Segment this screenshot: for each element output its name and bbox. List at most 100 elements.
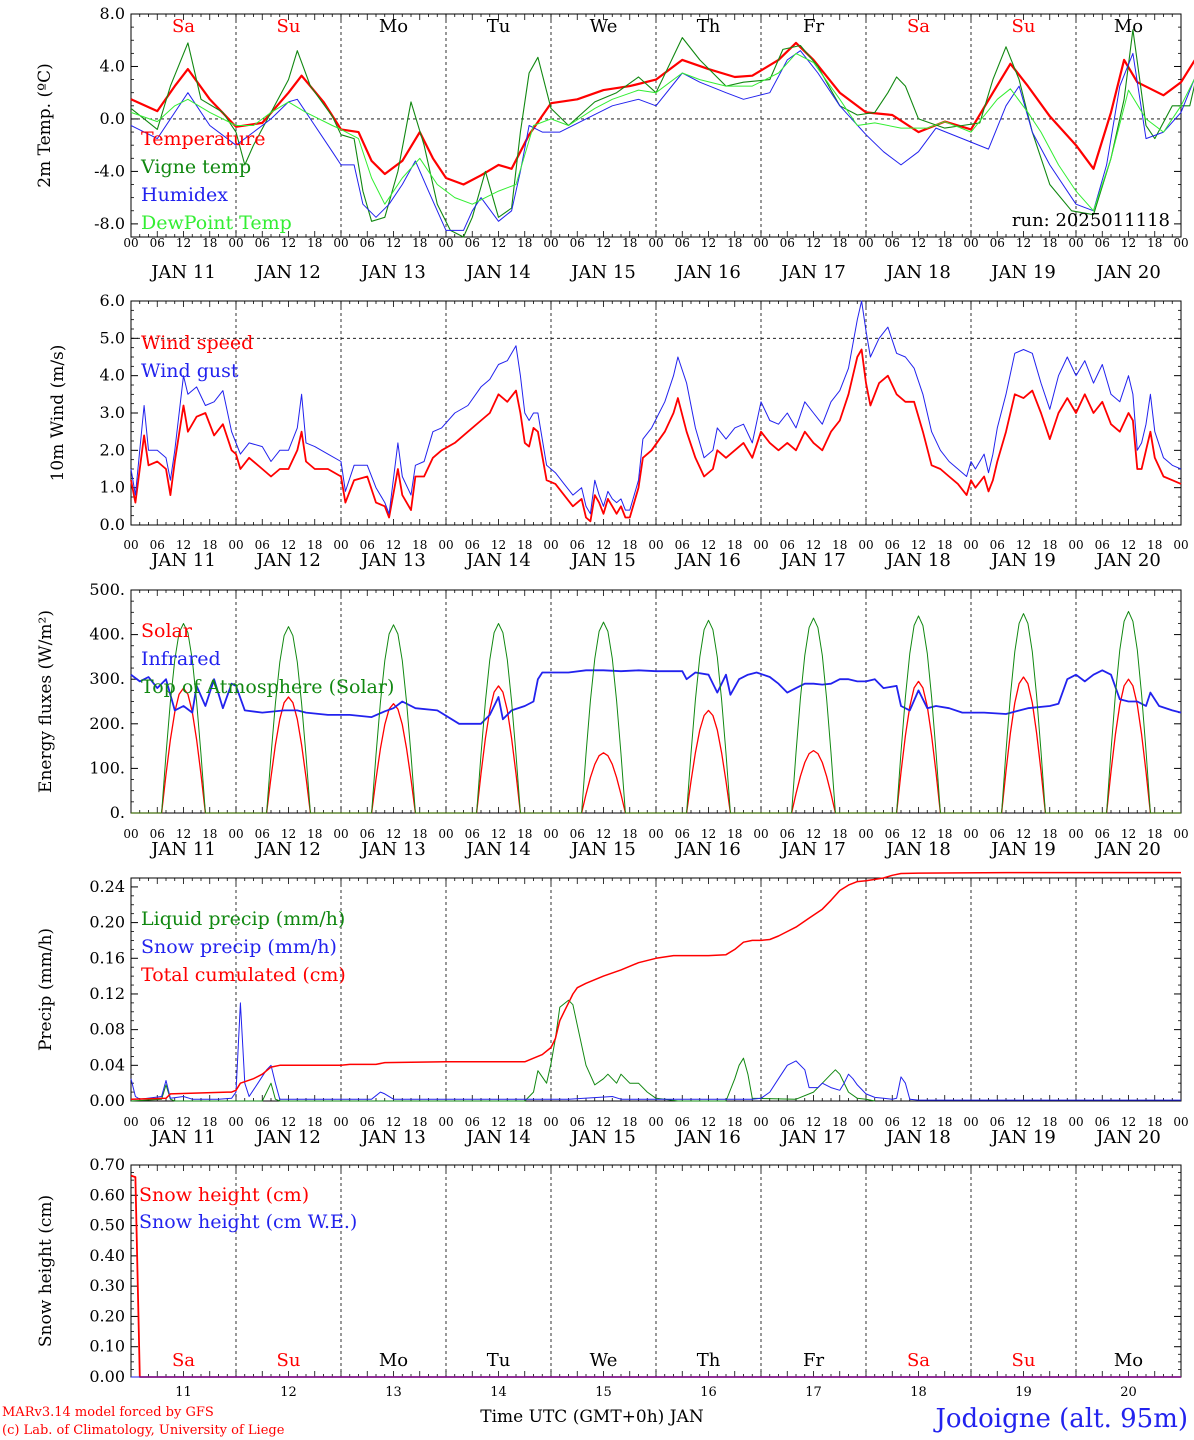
hour-tick-label: 12 — [176, 827, 191, 841]
hour-tick-label: 06 — [675, 827, 690, 841]
hour-tick-label: 18 — [517, 1115, 532, 1129]
hour-tick-label: 12 — [281, 1115, 296, 1129]
date-label: JAN 12 — [254, 839, 321, 860]
y-tick-label: 0.40 — [89, 1246, 125, 1265]
hour-tick-label: 06 — [465, 538, 480, 552]
x-axis-title: Time UTC (GMT+0h) JAN — [480, 1407, 704, 1427]
hour-tick-label: 18 — [622, 1115, 637, 1129]
hour-tick-label: 00 — [123, 1115, 138, 1129]
hour-tick-label: 18 — [937, 236, 952, 250]
hour-tick-label: 18 — [622, 236, 637, 250]
date-label: JAN 17 — [779, 839, 846, 860]
weekday-label: Th — [697, 1350, 721, 1371]
hour-tick-label: 00 — [753, 538, 768, 552]
hour-tick-label: 06 — [570, 538, 585, 552]
hour-tick-label: 12 — [911, 538, 926, 552]
date-label: JAN 19 — [989, 262, 1056, 283]
hour-tick-label: 18 — [832, 1115, 847, 1129]
plot-frame — [130, 13, 1182, 238]
hour-tick-label: 06 — [255, 236, 270, 250]
legend-entry: Humidex — [141, 184, 228, 206]
hour-tick-label: 06 — [885, 236, 900, 250]
hour-tick-label: 00 — [228, 1115, 243, 1129]
date-label: JAN 15 — [569, 262, 636, 283]
y-axis-label: Energy fluxes (W/m²) — [36, 610, 56, 793]
panel-snow: 0.00 0.10 0.20 0.30 0.40 0.50 0.60 0.70 Snow hei… — [36, 1155, 1182, 1400]
panel-temp: -8.0 -4.0 0.0 4.0 8.0 2m Temp. (ºC) 00 06 12 18 00… — [35, 4, 1194, 283]
y-tick-label: 0.50 — [89, 1216, 125, 1235]
hour-tick-label: 06 — [465, 236, 480, 250]
hour-tick-label: 18 — [937, 1115, 952, 1129]
hour-tick-label: 12 — [176, 236, 191, 250]
y-tick-label: 0.60 — [89, 1185, 125, 1204]
date-label: JAN 13 — [359, 262, 426, 283]
y-tick-label: 0.08 — [89, 1020, 125, 1039]
series-line-liquid-precip-mm-h — [130, 999, 875, 1102]
weekday-label: Su — [277, 1350, 301, 1371]
weekday-label: Sa — [907, 1350, 930, 1371]
panel-precip: 0.00 0.04 0.08 0.12 0.16 0.20 0.24 Precip (mm/h… — [36, 871, 1189, 1148]
y-tick-label: 0.16 — [89, 948, 125, 967]
hour-tick-label: 12 — [491, 236, 506, 250]
hour-tick-label: 06 — [885, 827, 900, 841]
hour-tick-label: 18 — [937, 827, 952, 841]
day-number-label: 16 — [700, 1385, 717, 1400]
y-tick-label: 6.0 — [100, 291, 125, 310]
series-line-vigne-temp — [130, 29, 1194, 238]
hour-tick-label: 06 — [570, 827, 585, 841]
hour-tick-label: 00 — [963, 538, 978, 552]
hour-tick-label: 18 — [1147, 236, 1162, 250]
hour-tick-label: 18 — [832, 827, 847, 841]
hour-tick-label: 00 — [1173, 236, 1188, 250]
hour-tick-label: 06 — [675, 1115, 690, 1129]
hour-tick-label: 00 — [438, 538, 453, 552]
y-tick-label: 5.0 — [100, 328, 125, 347]
hour-tick-label: 00 — [1068, 827, 1083, 841]
hour-tick-label: 12 — [701, 538, 716, 552]
hour-tick-label: 18 — [1042, 827, 1057, 841]
hour-tick-label: 18 — [307, 1115, 322, 1129]
hour-tick-label: 00 — [1173, 538, 1188, 552]
weekday-label: We — [590, 1350, 618, 1371]
series-line-temperature — [130, 41, 1194, 186]
weekday-label: Sa — [172, 1350, 195, 1371]
hour-tick-label: 12 — [701, 827, 716, 841]
y-tick-label: 8.0 — [100, 4, 125, 23]
hour-tick-label: 12 — [1121, 236, 1136, 250]
date-label: JAN 18 — [884, 550, 951, 571]
date-label: JAN 20 — [1094, 839, 1161, 860]
y-tick-label: 0.30 — [89, 1276, 125, 1295]
weekday-label: Fr — [803, 16, 824, 37]
hour-tick-label: 00 — [858, 538, 873, 552]
date-label: JAN 20 — [1094, 550, 1161, 571]
legend-entry: Snow height (cm) — [139, 1184, 309, 1206]
hour-tick-label: 18 — [1147, 538, 1162, 552]
day-number-label: 18 — [910, 1385, 927, 1400]
day-number-label: 15 — [595, 1385, 612, 1400]
date-label: JAN 15 — [569, 550, 636, 571]
hour-tick-label: 00 — [123, 236, 138, 250]
hour-tick-label: 06 — [360, 827, 375, 841]
hour-tick-label: 00 — [333, 538, 348, 552]
hour-tick-label: 00 — [648, 827, 663, 841]
hour-tick-label: 18 — [727, 236, 742, 250]
hour-tick-label: 00 — [963, 827, 978, 841]
y-axis-label: Precip (mm/h) — [36, 928, 56, 1051]
day-number-label: 11 — [175, 1385, 192, 1400]
hour-tick-label: 06 — [255, 538, 270, 552]
date-label: JAN 19 — [989, 839, 1056, 860]
hour-tick-label: 12 — [596, 827, 611, 841]
weekday-label: Sa — [172, 16, 195, 37]
hour-tick-label: 00 — [543, 538, 558, 552]
legend-entry: Liquid precip (mm/h) — [141, 908, 345, 930]
hour-tick-label: 18 — [1042, 236, 1057, 250]
hour-tick-label: 12 — [176, 538, 191, 552]
y-tick-label: 2.0 — [100, 440, 125, 459]
legend-entry: Top of Atmosphere (Solar) — [141, 676, 394, 698]
weekday-label: Tu — [487, 16, 511, 37]
y-tick-label: 0.0 — [100, 515, 125, 534]
credit-line-1: MARv3.14 model forced by GFS — [2, 1405, 214, 1420]
hour-tick-label: 06 — [780, 236, 795, 250]
hour-tick-label: 18 — [517, 236, 532, 250]
date-label: JAN 17 — [779, 550, 846, 571]
